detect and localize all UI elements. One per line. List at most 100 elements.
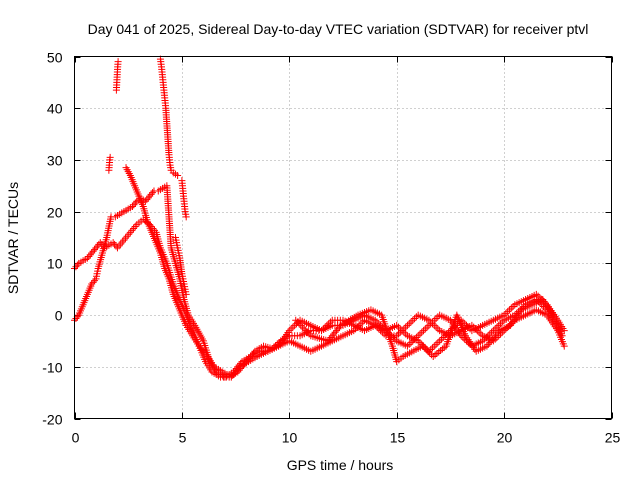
data-point (433, 349, 441, 357)
data-point (405, 340, 413, 348)
data-point (73, 313, 81, 321)
data-point (335, 323, 343, 331)
data-point (434, 313, 442, 321)
series-spike-1.7h (105, 153, 114, 174)
data-point (325, 320, 333, 328)
data-point (464, 323, 472, 331)
data-point (429, 352, 437, 360)
series-spike-2h (112, 58, 122, 94)
data-point (550, 311, 558, 319)
data-point (327, 333, 335, 341)
series-track-c (122, 164, 568, 381)
x-tick-label: 10 (282, 430, 298, 446)
data-point (441, 332, 449, 340)
data-point (438, 345, 446, 353)
data-point (427, 318, 435, 326)
data-point (424, 347, 432, 355)
data-point (429, 344, 436, 352)
data-point (402, 330, 410, 338)
data-point (357, 320, 365, 328)
data-point (422, 346, 430, 354)
data-point (118, 238, 126, 246)
data-point (509, 302, 517, 310)
data-point (437, 347, 445, 355)
data-point (416, 330, 424, 338)
data-point (130, 224, 138, 232)
y-tick-label: 10 (47, 256, 63, 272)
data-point (418, 342, 426, 350)
data-point (437, 335, 445, 343)
data-point (500, 311, 508, 319)
data-point (466, 325, 474, 333)
data-point (72, 315, 80, 323)
data-point (114, 58, 122, 66)
data-point (493, 330, 501, 338)
data-point (492, 332, 500, 340)
data-point (318, 327, 326, 335)
data-point (403, 342, 411, 350)
data-point (435, 348, 443, 356)
data-point (486, 339, 494, 347)
data-point (233, 366, 241, 374)
data-point (405, 320, 413, 328)
x-tick-label: 15 (390, 430, 406, 446)
data-point (328, 332, 336, 340)
data-point (305, 330, 313, 338)
x-tick-label: 0 (72, 430, 80, 446)
data-point (487, 337, 495, 345)
data-point (130, 201, 138, 209)
data-point (202, 351, 210, 359)
data-point (407, 318, 415, 326)
y-tick-label: -10 (42, 360, 62, 376)
data-point (334, 325, 342, 333)
data-point (507, 304, 515, 312)
data-point (295, 320, 303, 328)
data-point (88, 249, 96, 257)
data-point (293, 318, 301, 326)
data-point (393, 321, 401, 329)
data-point (477, 330, 485, 338)
y-axis-title: SDTVAR / TECUs (5, 182, 21, 294)
data-point (432, 323, 440, 331)
data-marks (71, 55, 568, 381)
data-point (403, 321, 411, 329)
data-point (72, 263, 80, 271)
data-point (91, 246, 99, 254)
data-point (486, 330, 494, 338)
data-point (321, 323, 329, 331)
data-point (494, 328, 502, 336)
data-point (560, 327, 568, 335)
data-point (325, 335, 333, 343)
x-tick-label: 25 (605, 430, 621, 446)
data-point (436, 337, 444, 345)
data-point (297, 321, 305, 329)
data-point (83, 254, 91, 262)
data-point (326, 318, 334, 326)
data-point (560, 342, 568, 350)
data-point (407, 339, 415, 347)
data-point (146, 192, 154, 200)
data-point (106, 153, 114, 161)
data-point (489, 335, 497, 343)
grid-layer (74, 56, 612, 419)
data-point (182, 290, 190, 298)
data-point (396, 325, 404, 333)
data-point (434, 339, 442, 347)
data-point (111, 240, 119, 248)
data-point (126, 228, 134, 236)
plot-frame (74, 56, 612, 419)
data-point (289, 323, 297, 331)
y-tick-label: 50 (47, 50, 63, 66)
data-point (497, 320, 505, 328)
data-point (502, 309, 510, 317)
data-point (484, 340, 492, 348)
data-point (120, 236, 128, 244)
data-point (96, 239, 104, 247)
data-point (504, 308, 512, 316)
data-point (144, 194, 152, 202)
data-point (92, 244, 100, 252)
data-point (398, 327, 406, 335)
data-point (402, 323, 410, 331)
data-point (430, 342, 438, 350)
data-point (475, 328, 483, 336)
